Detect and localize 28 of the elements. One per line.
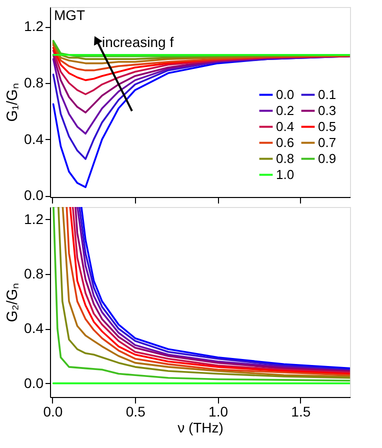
- y-tick-label: 0.0: [24, 187, 44, 204]
- y-tick-label: 0.0: [24, 374, 44, 391]
- y-tick-label: 1.2: [24, 210, 44, 227]
- y-tick-label: 0.4: [24, 130, 44, 147]
- legend-label: 0.6: [276, 134, 294, 150]
- legend-label: 0.1: [318, 86, 336, 102]
- legend-label: 0.3: [318, 102, 336, 118]
- legend-label: 0.2: [276, 102, 294, 118]
- y-tick-label: 0.8: [24, 74, 44, 90]
- x-tick-label: 0.0: [43, 404, 63, 420]
- x-tick-label: 0.5: [126, 404, 146, 420]
- legend-label: 0.0: [276, 86, 294, 102]
- legend-label: 0.8: [276, 150, 294, 166]
- legend-label: 0.4: [276, 118, 294, 134]
- x-axis-title: ν (THz): [178, 420, 224, 436]
- y-tick-label: 0.4: [24, 320, 44, 336]
- legend-label: 0.5: [318, 118, 336, 134]
- y-axis-title: G₂/Gₙ: [4, 282, 22, 322]
- y-tick-label: 1.2: [24, 18, 44, 34]
- y-tick-label: 0.8: [24, 265, 44, 282]
- legend-label: 0.9: [318, 150, 336, 166]
- legend-label: 1.0: [276, 166, 294, 182]
- y-axis-title: G₁/Gₙ: [4, 83, 22, 122]
- x-tick-label: 1.5: [291, 404, 311, 420]
- annotation: increasing f: [102, 34, 174, 50]
- x-tick-label: 1.0: [208, 404, 228, 420]
- annotation: MGT: [54, 7, 86, 23]
- legend-label: 0.7: [318, 134, 336, 150]
